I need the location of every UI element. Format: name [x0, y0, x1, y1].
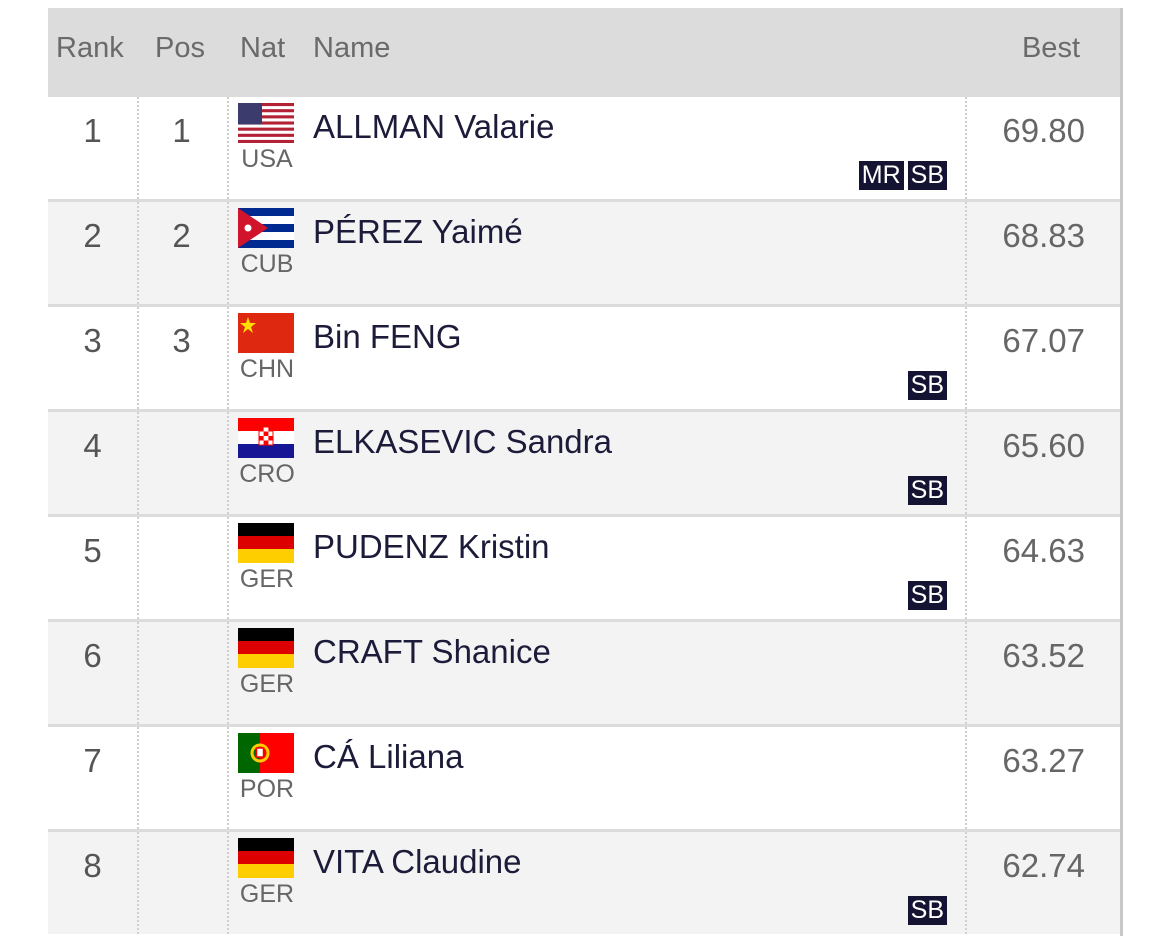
nat-code: POR — [239, 775, 295, 803]
badge-group: SB — [907, 476, 947, 505]
column-separator — [227, 517, 229, 619]
header-cell: Rank — [56, 32, 124, 64]
column-separator — [965, 307, 967, 409]
flag-icon — [238, 733, 294, 773]
column-separator — [965, 202, 967, 304]
athlete-name: ALLMAN Valarie — [313, 108, 555, 145]
athlete-name: CÁ Liliana — [313, 738, 464, 775]
column-separator — [137, 412, 139, 514]
column-separator — [227, 202, 229, 304]
athlete-name: ELKASEVIC Sandra — [313, 423, 612, 460]
best-mark: 64.63 — [1002, 532, 1085, 569]
nat-code: GER — [239, 880, 295, 908]
flag-icon — [238, 313, 294, 353]
nat-code: GER — [239, 565, 295, 593]
athlete-name: PUDENZ Kristin — [313, 528, 550, 565]
badge-group: SB — [907, 581, 947, 610]
column-separator — [227, 97, 229, 199]
column-separator — [227, 307, 229, 409]
rank-cell: 6 — [83, 637, 102, 674]
athlete-name: Bin FENG — [313, 318, 462, 355]
nat-code: USA — [241, 145, 293, 173]
badge-group: SB — [907, 896, 947, 925]
badge-group: SB — [907, 371, 947, 400]
column-separator — [965, 622, 967, 724]
rank-cell: 4 — [83, 427, 102, 464]
results-table: Rank Pos Nat Name Best 1 1 USA ALLMAN Valar… — [48, 8, 1123, 936]
table-row: 4 CRO ELKASEVIC Sandra SB 65.60 — [48, 409, 1120, 514]
column-separator — [137, 727, 139, 829]
flag-icon — [238, 838, 294, 878]
best-mark: 63.52 — [1002, 637, 1085, 674]
pos-cell: 2 — [172, 217, 191, 254]
rank-cell: 5 — [83, 532, 102, 569]
pos-cell: 1 — [172, 112, 191, 149]
record-badge: SB — [907, 161, 947, 190]
nat-code: CRO — [239, 460, 295, 488]
column-separator — [965, 97, 967, 199]
flag-icon — [238, 208, 294, 248]
flag-icon — [238, 523, 294, 563]
column-separator — [137, 517, 139, 619]
table-row: 1 1 USA ALLMAN Valarie MR SB 69.80 — [48, 94, 1120, 199]
table-row: 3 3 CHN Bin FENG SB 67.07 — [48, 304, 1120, 409]
badge-group: MR SB — [858, 161, 947, 190]
table-header: Rank Pos Nat Name Best — [48, 8, 1120, 97]
flag-icon — [238, 628, 294, 668]
best-mark: 65.60 — [1002, 427, 1085, 464]
athlete-name: VITA Claudine — [313, 843, 522, 880]
column-separator — [965, 412, 967, 514]
pos-cell: 3 — [172, 322, 191, 359]
record-badge: SB — [907, 896, 947, 925]
table-row: 7 POR CÁ Liliana 63.27 — [48, 724, 1120, 829]
column-separator — [965, 727, 967, 829]
flag-icon — [238, 103, 294, 143]
column-separator — [137, 202, 139, 304]
table-row: 6 GER CRAFT Shanice 63.52 — [48, 619, 1120, 724]
nat-code: GER — [239, 670, 295, 698]
best-mark: 63.27 — [1002, 742, 1085, 779]
flag-icon — [238, 418, 294, 458]
column-separator — [227, 727, 229, 829]
athlete-name: CRAFT Shanice — [313, 633, 551, 670]
nat-code: CHN — [239, 355, 295, 383]
column-separator — [137, 307, 139, 409]
table-row: 2 2 CUB PÉREZ Yaimé 68.83 — [48, 199, 1120, 304]
header-cell: Nat — [240, 32, 286, 64]
table-row: 8 GER VITA Claudine SB 62.74 — [48, 829, 1120, 934]
rank-cell: 3 — [83, 322, 102, 359]
column-separator — [965, 517, 967, 619]
column-separator — [137, 97, 139, 199]
athlete-name: PÉREZ Yaimé — [313, 213, 523, 250]
column-separator — [227, 412, 229, 514]
column-separator — [137, 832, 139, 934]
header-cell: Pos — [155, 32, 205, 64]
best-mark: 62.74 — [1002, 847, 1085, 884]
best-mark: 69.80 — [1002, 112, 1085, 149]
record-badge: SB — [907, 581, 947, 610]
nat-code: CUB — [240, 250, 294, 278]
column-separator — [227, 832, 229, 934]
best-mark: 68.83 — [1002, 217, 1085, 254]
column-separator — [965, 832, 967, 934]
column-separator — [137, 622, 139, 724]
best-mark: 67.07 — [1002, 322, 1085, 359]
header-cell: Best — [1021, 32, 1080, 64]
rank-cell: 7 — [83, 742, 102, 779]
record-badge: SB — [907, 371, 947, 400]
table-row: 5 GER PUDENZ Kristin SB 64.63 — [48, 514, 1120, 619]
rank-cell: 8 — [83, 847, 102, 884]
rank-cell: 2 — [83, 217, 102, 254]
header-cell: Name — [313, 32, 391, 64]
record-badge: SB — [907, 476, 947, 505]
rank-cell: 1 — [83, 112, 102, 149]
column-separator — [227, 622, 229, 724]
record-badge: MR — [858, 161, 904, 190]
